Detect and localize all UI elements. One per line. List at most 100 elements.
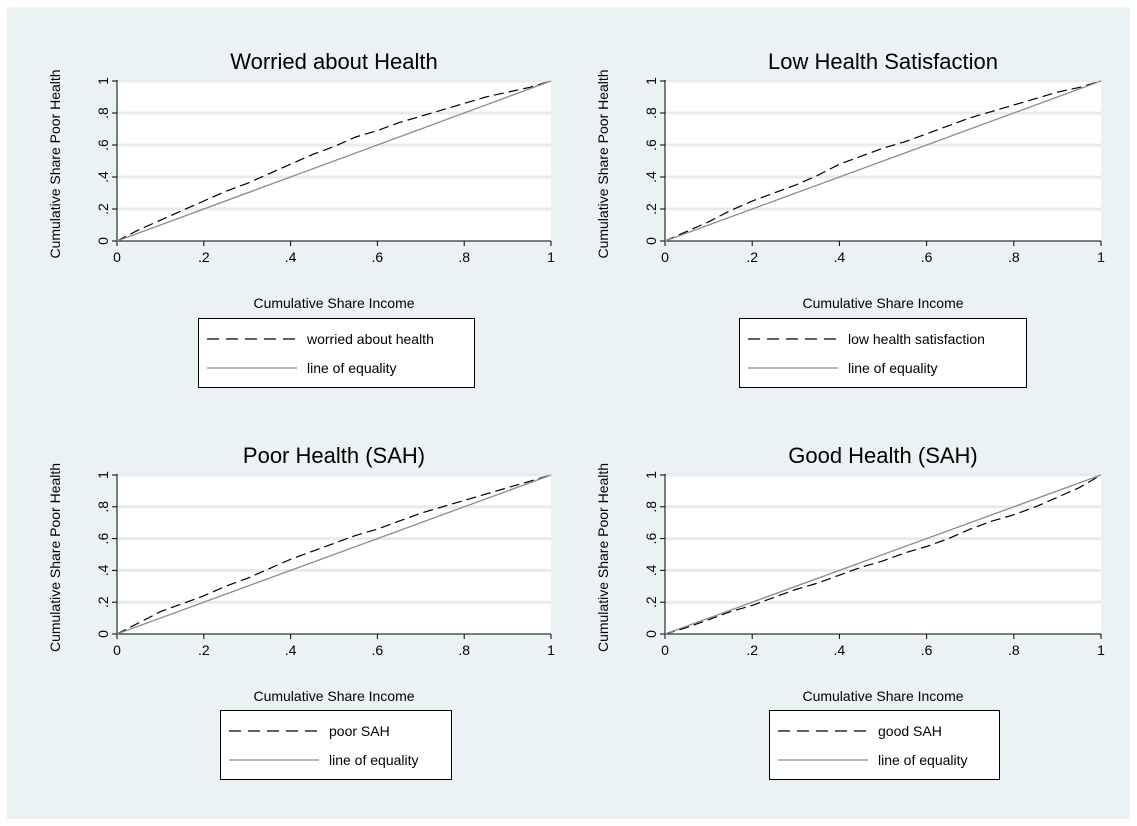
x-tick-label: .8 (458, 642, 470, 658)
x-tick-label: .8 (458, 249, 470, 265)
x-axis-label: Cumulative Share Income (802, 688, 963, 704)
y-tick-label: 0 (95, 630, 111, 638)
x-tick-label: .2 (198, 642, 210, 658)
equality-line (664, 80, 1102, 242)
x-tick-label: 1 (547, 642, 555, 658)
legend-entry: good SAH (770, 721, 999, 741)
y-tick-label: .6 (95, 533, 111, 545)
y-axis-label: Cumulative Share Poor Health (47, 69, 63, 258)
chart-title: Good Health (SAH) (788, 443, 978, 468)
y-axis-label: Cumulative Share Poor Health (595, 463, 611, 652)
legend-label: line of equality (878, 752, 968, 768)
x-tick-label: .6 (921, 249, 933, 265)
legend-dashed-swatch (229, 730, 319, 732)
x-tick-label: 0 (113, 642, 121, 658)
y-tick-label: .4 (95, 171, 111, 183)
chart-legend: low health satisfaction line of equality (739, 318, 1027, 388)
legend-entry: line of equality (770, 750, 999, 770)
y-tick-label: 1 (643, 471, 659, 479)
y-tick-label: .8 (95, 501, 111, 513)
legend-entry: line of equality (740, 358, 1026, 378)
x-tick-label: .2 (746, 249, 758, 265)
concentration-curve (116, 80, 552, 242)
legend-label: worried about health (307, 331, 434, 347)
legend-label: line of equality (329, 752, 419, 768)
chart-title: Poor Health (SAH) (243, 443, 425, 468)
x-tick-label: 0 (113, 249, 121, 265)
y-tick-label: .8 (95, 107, 111, 119)
y-tick-label: .8 (643, 501, 659, 513)
legend-solid-swatch (778, 759, 868, 761)
y-tick-label: 0 (643, 630, 659, 638)
y-tick-label: .6 (643, 139, 659, 151)
legend-dashed-swatch (778, 730, 868, 732)
legend-label: poor SAH (329, 723, 390, 739)
chart-legend: worried about health line of equality (198, 318, 475, 388)
y-tick-label: .6 (643, 533, 659, 545)
y-tick-label: .4 (643, 171, 659, 183)
chart-legend: poor SAH line of equality (220, 710, 452, 780)
y-tick-label: .2 (95, 596, 111, 608)
y-axis-label: Cumulative Share Poor Health (595, 69, 611, 258)
x-axis-label: Cumulative Share Income (802, 295, 963, 311)
y-tick-label: 1 (95, 77, 111, 85)
x-axis-label: Cumulative Share Income (253, 688, 414, 704)
x-tick-label: .2 (746, 642, 758, 658)
x-tick-label: 1 (1097, 249, 1105, 265)
x-tick-label: .8 (1008, 249, 1020, 265)
legend-entry: line of equality (221, 750, 451, 770)
y-tick-label: 1 (643, 77, 659, 85)
equality-line (116, 80, 552, 242)
chart-title: Low Health Satisfaction (768, 49, 998, 74)
equality-line (664, 474, 1102, 635)
concentration-curve (116, 474, 552, 635)
legend-entry: low health satisfaction (740, 329, 1026, 349)
x-tick-label: .4 (285, 249, 297, 265)
concentration-curve (664, 80, 1102, 242)
y-tick-label: .2 (643, 596, 659, 608)
concentration-curve (664, 474, 1102, 635)
legend-entry: line of equality (199, 358, 474, 378)
legend-entry: worried about health (199, 329, 474, 349)
y-tick-label: .8 (643, 107, 659, 119)
x-tick-label: .2 (198, 249, 210, 265)
x-tick-label: .4 (285, 642, 297, 658)
legend-label: good SAH (878, 723, 942, 739)
y-tick-label: .4 (643, 564, 659, 576)
x-tick-label: 0 (661, 642, 669, 658)
y-axis-label: Cumulative Share Poor Health (47, 463, 63, 652)
x-tick-label: .6 (921, 642, 933, 658)
x-tick-label: .4 (834, 249, 846, 265)
x-tick-label: 1 (1097, 642, 1105, 658)
chart-title: Worried about Health (230, 49, 438, 74)
equality-line (116, 474, 552, 635)
legend-label: line of equality (307, 360, 397, 376)
x-tick-label: .4 (834, 642, 846, 658)
legend-entry: poor SAH (221, 721, 451, 741)
legend-solid-swatch (207, 367, 297, 369)
x-tick-label: 1 (547, 249, 555, 265)
y-tick-label: 0 (95, 237, 111, 245)
y-tick-label: .2 (95, 203, 111, 215)
legend-solid-swatch (229, 759, 319, 761)
chart-legend: good SAH line of equality (769, 710, 1000, 780)
x-tick-label: .6 (372, 642, 384, 658)
legend-label: line of equality (848, 360, 938, 376)
x-tick-label: .8 (1008, 642, 1020, 658)
y-tick-label: 1 (95, 471, 111, 479)
y-tick-label: 0 (643, 237, 659, 245)
y-tick-label: .4 (95, 564, 111, 576)
legend-label: low health satisfaction (848, 331, 985, 347)
x-axis-label: Cumulative Share Income (253, 295, 414, 311)
y-tick-label: .6 (95, 139, 111, 151)
x-tick-label: .6 (372, 249, 384, 265)
y-tick-label: .2 (643, 203, 659, 215)
legend-dashed-swatch (207, 338, 297, 340)
x-tick-label: 0 (661, 249, 669, 265)
legend-solid-swatch (748, 367, 838, 369)
legend-dashed-swatch (748, 338, 838, 340)
